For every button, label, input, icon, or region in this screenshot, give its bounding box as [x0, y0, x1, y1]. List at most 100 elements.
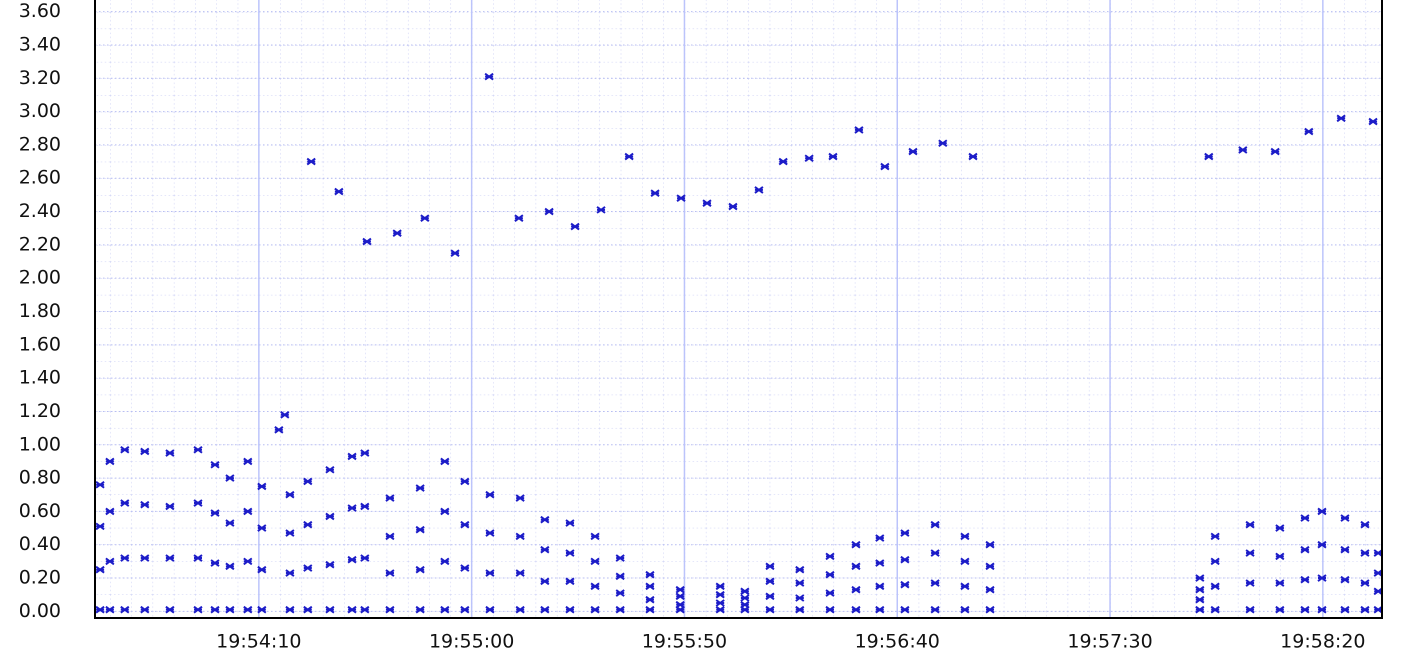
point — [95, 522, 105, 531]
point — [880, 162, 890, 171]
y-tick-label: 0.80 — [19, 467, 61, 489]
x-tick-label: 19:57:30 — [1067, 631, 1152, 653]
point — [615, 605, 625, 614]
point — [1340, 514, 1350, 522]
x-tick-label: 19:55:50 — [642, 631, 727, 653]
point — [347, 605, 357, 614]
point — [715, 605, 725, 614]
point — [854, 126, 864, 134]
point — [306, 157, 316, 166]
point — [960, 605, 970, 614]
point — [303, 520, 313, 529]
point — [440, 457, 450, 466]
point — [485, 605, 495, 614]
point — [1275, 579, 1285, 587]
point — [1210, 557, 1220, 566]
point — [210, 605, 220, 614]
point — [565, 549, 575, 557]
point — [968, 152, 978, 161]
point — [460, 605, 470, 614]
point — [985, 540, 995, 549]
point — [778, 157, 788, 166]
point — [1373, 569, 1383, 577]
grid — [95, 0, 1382, 618]
point — [590, 557, 600, 566]
y-tick-label: 0.00 — [19, 600, 61, 622]
y-tick-label: 1.20 — [19, 400, 61, 422]
point — [825, 552, 835, 561]
point — [1373, 605, 1383, 614]
point — [280, 410, 290, 419]
point — [1360, 520, 1370, 529]
point — [908, 147, 918, 156]
point — [1304, 127, 1314, 136]
point — [415, 605, 425, 614]
point — [193, 554, 203, 562]
y-tick-label: 2.60 — [19, 167, 61, 189]
point — [257, 482, 267, 491]
point — [875, 534, 885, 542]
point — [851, 562, 861, 571]
point — [285, 529, 295, 537]
point — [1300, 575, 1310, 584]
point — [515, 532, 525, 541]
point — [347, 555, 357, 564]
point — [645, 582, 655, 591]
y-tick-label: 0.40 — [19, 533, 61, 555]
point — [900, 529, 910, 537]
point — [285, 569, 295, 577]
point — [140, 605, 150, 614]
point — [257, 605, 267, 614]
point — [930, 605, 940, 614]
y-tick-label: 3.20 — [19, 67, 61, 89]
point — [225, 605, 235, 614]
point — [1210, 605, 1220, 614]
point — [440, 507, 450, 516]
y-tick-label: 3.40 — [19, 33, 61, 55]
point — [1373, 587, 1383, 596]
point — [1360, 549, 1370, 557]
point — [795, 605, 805, 614]
point — [1360, 605, 1370, 614]
point — [415, 484, 425, 492]
point — [285, 605, 295, 614]
point — [930, 549, 940, 557]
point — [675, 592, 685, 601]
y-tick-label: 1.00 — [19, 433, 61, 455]
point — [1317, 540, 1327, 549]
point — [645, 570, 655, 579]
point — [615, 554, 625, 562]
point — [243, 605, 253, 614]
y-tick-label: 2.40 — [19, 200, 61, 222]
axes-frame — [94, 0, 1383, 619]
point — [645, 595, 655, 604]
point — [210, 460, 220, 469]
point — [243, 557, 253, 566]
point — [515, 605, 525, 614]
point — [960, 582, 970, 591]
point — [347, 504, 357, 512]
point — [193, 445, 203, 454]
x-tick-label: 19:55:00 — [429, 631, 514, 653]
point — [325, 560, 335, 569]
point — [385, 569, 395, 577]
point — [930, 520, 940, 529]
point — [590, 532, 600, 541]
y-tick-label: 2.80 — [19, 133, 61, 155]
point — [985, 605, 995, 614]
point — [95, 480, 105, 489]
point — [225, 519, 235, 527]
point — [596, 206, 606, 214]
point — [851, 605, 861, 614]
point — [1336, 114, 1346, 123]
point — [825, 589, 835, 597]
point — [1300, 545, 1310, 554]
point — [140, 447, 150, 456]
point — [225, 474, 235, 482]
point — [120, 499, 130, 507]
point — [515, 494, 525, 502]
y-tick-label: 1.80 — [19, 300, 61, 322]
point — [702, 199, 712, 208]
point — [754, 186, 764, 194]
point — [334, 187, 344, 196]
